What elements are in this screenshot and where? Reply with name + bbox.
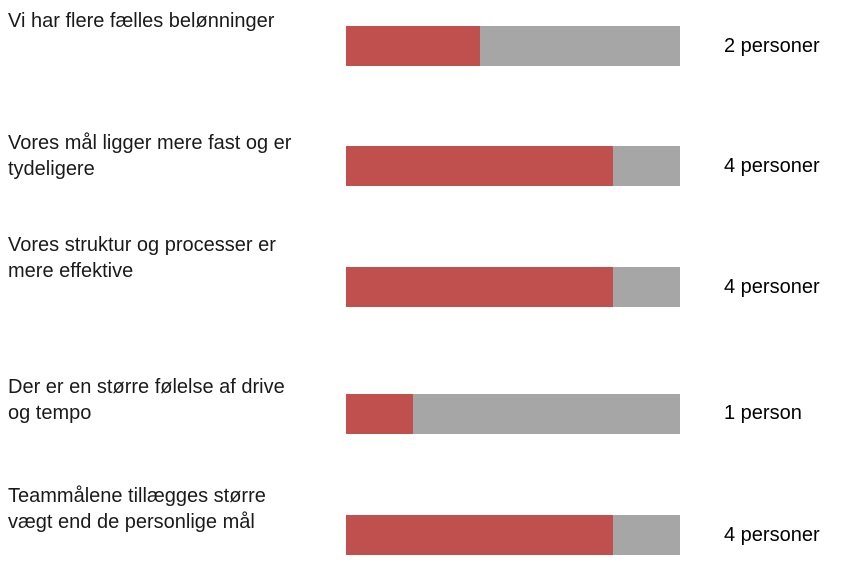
value-label: 4 personer xyxy=(724,276,820,298)
bar-track xyxy=(346,267,680,307)
bar-fill xyxy=(346,267,613,307)
bar-fill xyxy=(346,146,613,186)
value-label: 4 personer xyxy=(724,155,820,177)
category-label: Teammålene tillægges større vægt end de … xyxy=(8,485,266,533)
category-label: Vores struktur og processer er mere effe… xyxy=(8,234,276,282)
category-label: Vores mål ligger mere fast og er tydelig… xyxy=(8,132,292,180)
bar-track xyxy=(346,146,680,186)
bar-fill xyxy=(346,394,413,434)
bar-track xyxy=(346,515,680,555)
bar-track xyxy=(346,394,680,434)
bar-fill xyxy=(346,26,480,66)
bar-fill xyxy=(346,515,613,555)
category-label: Der er en større følelse af drive og tem… xyxy=(8,376,285,424)
value-label: 1 person xyxy=(724,402,802,424)
bar-track xyxy=(346,26,680,66)
value-label: 4 personer xyxy=(724,524,820,546)
value-label: 2 personer xyxy=(724,35,820,57)
category-label: Vi har flere fælles belønninger xyxy=(8,10,275,32)
